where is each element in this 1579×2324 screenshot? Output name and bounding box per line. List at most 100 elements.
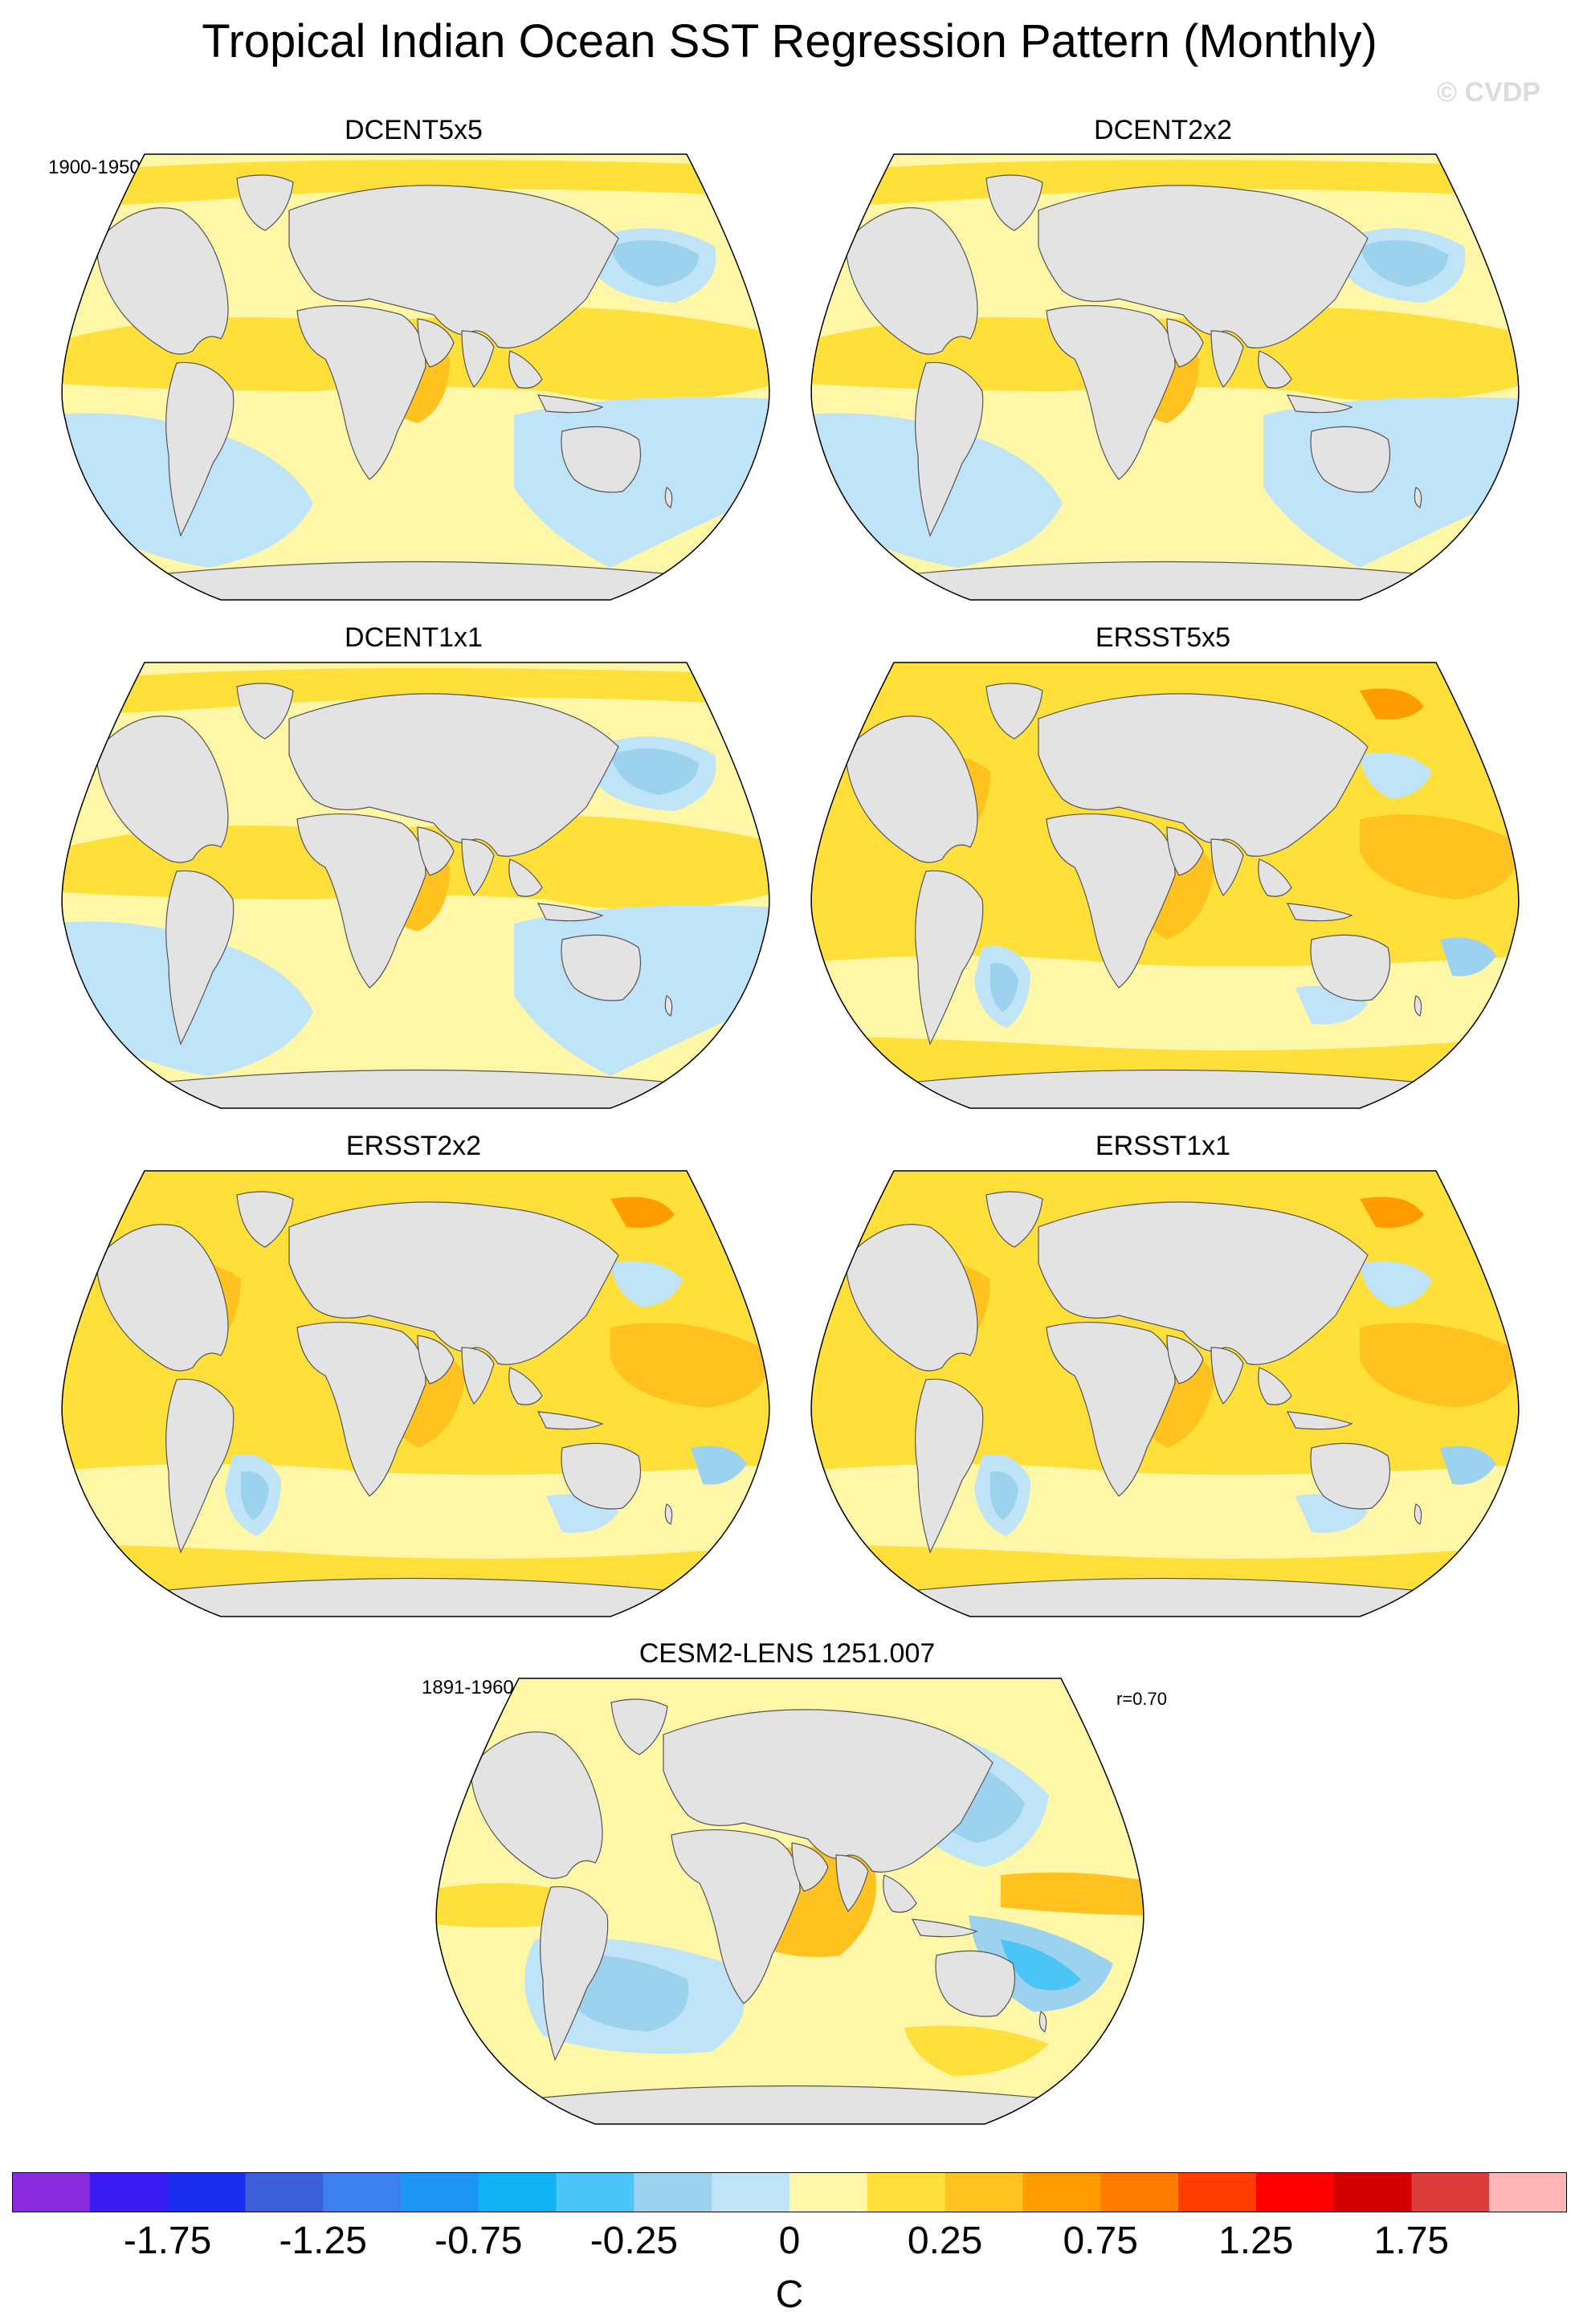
sst-anomaly-region	[811, 1464, 1519, 1559]
panel-title-dcent1x1: DCENT1x1	[345, 622, 483, 653]
sst-anomaly-region	[1360, 688, 1424, 720]
land-mass	[144, 1577, 687, 1617]
sst-anomaly-region	[610, 1261, 683, 1307]
map-outline	[61, 662, 770, 1109]
land-mass	[1414, 487, 1422, 508]
land-mass	[1038, 185, 1369, 349]
land-mass	[1210, 838, 1244, 896]
land-mass	[985, 683, 1043, 740]
land-mass	[985, 174, 1043, 231]
land-mass	[165, 361, 235, 537]
sst-anomaly-region	[691, 1445, 747, 1485]
land-mass	[288, 1201, 619, 1365]
sst-anomaly-region	[567, 1955, 689, 2032]
colorbar-swatch	[1178, 2172, 1257, 2212]
land-mass	[537, 394, 604, 414]
land-mass	[296, 304, 426, 480]
land-mass	[1286, 903, 1353, 922]
colorbar-tick-label: 1.25	[1218, 2220, 1294, 2262]
panel-title-ersst1x1: ERSST1x1	[1095, 1131, 1231, 1161]
land-mass	[835, 1854, 869, 1912]
sst-anomaly-region	[989, 963, 1018, 1012]
colorbar-swatch	[1100, 2172, 1179, 2212]
obs-period-label: 1900-1950	[48, 157, 141, 178]
land-mass	[296, 1321, 426, 1497]
colorbar-swatch	[790, 2172, 868, 2212]
land-mass	[417, 318, 455, 368]
sst-anomaly-region	[904, 2025, 1049, 2076]
map-dcent1x1	[61, 662, 770, 1109]
land-mass	[671, 1829, 801, 2004]
map-outline	[61, 1170, 770, 1617]
colorbar-swatch	[1022, 2172, 1101, 2212]
land-mass	[610, 1698, 668, 1755]
sst-anomaly-region	[1001, 1872, 1144, 1915]
land-mass	[461, 1347, 495, 1405]
land-mass	[561, 934, 642, 1001]
colorbar-swatch	[867, 2172, 946, 2212]
map-outline	[435, 1678, 1144, 2125]
colorbar-tick-label: -0.75	[435, 2220, 523, 2262]
land-mass	[540, 1886, 609, 2061]
land-mass	[791, 1842, 829, 1892]
land-mass	[935, 1950, 1016, 2017]
land-mass	[664, 487, 673, 508]
sst-anomaly-region	[240, 1471, 269, 1520]
land-mass	[893, 1069, 1437, 1108]
map-dcent2x2	[810, 153, 1520, 601]
colorbar-swatch	[89, 2172, 169, 2212]
land-mass	[165, 1378, 235, 1554]
land-mass	[96, 1224, 229, 1372]
colorbar-tick-labels: -1.75 -1.25 -0.75 -0.25 0 0.25 0.75 1.25 1.75	[0, 2219, 1579, 2267]
sst-anomaly-region	[610, 1197, 675, 1228]
land-mass	[915, 361, 984, 537]
land-mass	[288, 185, 619, 349]
land-mass	[663, 1709, 994, 1873]
sst-anomaly-region	[811, 956, 1519, 1050]
sst-anomaly-region	[1360, 1261, 1432, 1307]
land-mass	[461, 838, 495, 896]
sst-anomaly-region	[436, 1883, 567, 1927]
sst-anomaly-region	[1360, 240, 1448, 287]
colorbar-swatch	[712, 2172, 790, 2212]
land-mass	[1166, 1335, 1204, 1384]
colorbar-tick-label: 0.75	[1063, 2220, 1138, 2262]
colorbar-swatch	[401, 2172, 479, 2212]
land-mass	[96, 716, 229, 863]
land-mass	[1046, 813, 1176, 989]
land-mass	[165, 870, 235, 1046]
land-mass	[1310, 934, 1391, 1001]
land-mass	[508, 350, 543, 389]
sst-anomaly-region	[610, 1323, 769, 1408]
land-mass	[1414, 1503, 1422, 1525]
colorbar-swatch	[1411, 2172, 1490, 2212]
land-mass	[1166, 318, 1204, 368]
land-mass	[236, 683, 294, 740]
land-mass	[1258, 858, 1292, 897]
land-mass	[1286, 1411, 1353, 1430]
colorbar-swatch	[556, 2172, 634, 2212]
colorbar-tick-label: -1.25	[279, 2220, 367, 2262]
land-mass	[1258, 1367, 1292, 1405]
colorbar-swatch	[323, 2172, 402, 2212]
land-mass	[508, 1367, 543, 1405]
sst-anomaly-region	[1360, 1323, 1519, 1408]
map-ersst2x2	[61, 1170, 770, 1617]
land-mass	[985, 1191, 1043, 1248]
sst-anomaly-region	[1360, 1197, 1424, 1228]
colorbar-tick-label: 0	[778, 2220, 801, 2262]
land-mass	[845, 716, 978, 863]
map-outline	[61, 153, 770, 601]
land-mass	[911, 1918, 978, 1938]
cvdp-watermark: © CVDP	[1437, 77, 1540, 108]
land-mass	[893, 1577, 1437, 1617]
sst-anomaly-region	[989, 1471, 1018, 1520]
land-mass	[1210, 1347, 1244, 1405]
colorbar-swatch	[478, 2172, 557, 2212]
colorbar-swatch	[945, 2172, 1023, 2212]
colorbar	[12, 2172, 1567, 2212]
land-mass	[1210, 330, 1244, 388]
land-mass	[144, 1069, 687, 1108]
colorbar-tick-label: 0.25	[907, 2220, 983, 2262]
colorbar-unit-label: C	[775, 2273, 804, 2316]
